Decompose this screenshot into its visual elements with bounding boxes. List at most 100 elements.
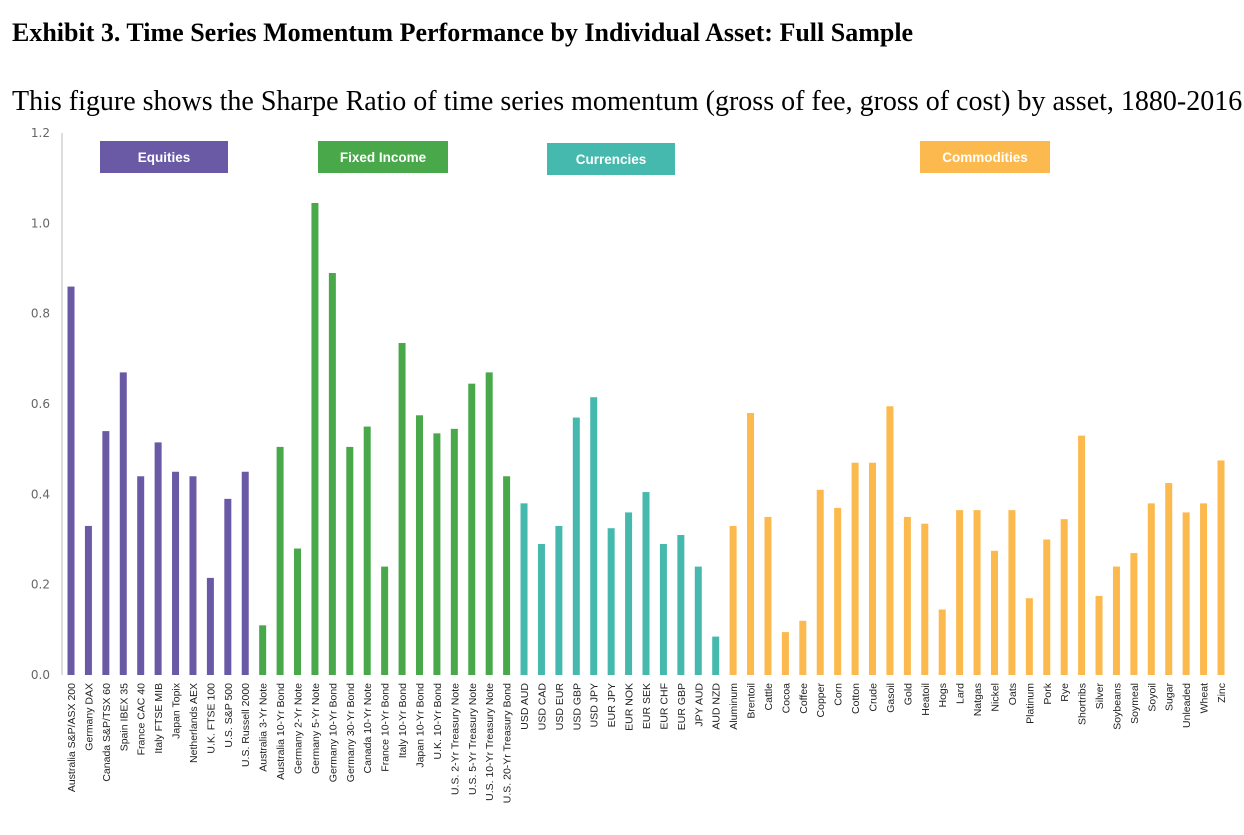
- bar: [102, 431, 110, 675]
- category-label: Germany 2-Yr Note: [293, 683, 305, 774]
- category-label: Soyoil: [1146, 683, 1158, 712]
- category-label: Hogs: [937, 683, 949, 708]
- category-label: U.K. FTSE 100: [205, 683, 217, 754]
- bar: [346, 446, 354, 675]
- category-label: Shortribs: [1077, 683, 1089, 725]
- category-label: Sugar: [1164, 683, 1176, 712]
- bar: [485, 372, 493, 675]
- bar: [137, 476, 145, 675]
- legend-item-equities: Equities: [100, 141, 228, 173]
- category-label: Crude: [868, 683, 880, 712]
- category-label: EUR JPY: [606, 683, 618, 727]
- category-label: EUR GBP: [676, 683, 688, 730]
- bar: [206, 577, 214, 675]
- page-subtitle: This figure shows the Sharpe Ratio of ti…: [12, 86, 1244, 117]
- bar: [973, 510, 981, 675]
- legend-swatch: [100, 141, 228, 173]
- category-label: U.S. 10-Yr Treasury Note: [484, 683, 496, 801]
- bar: [1130, 553, 1138, 675]
- legend-swatch: [318, 141, 448, 173]
- category-label: Australia 10-Yr Bond: [275, 683, 287, 780]
- y-tick-label: 0.6: [31, 397, 50, 411]
- bar: [415, 415, 423, 675]
- bar: [381, 566, 389, 675]
- category-label: Nickel: [989, 683, 1001, 712]
- category-label: Gold: [902, 683, 914, 705]
- category-label: USD CAD: [536, 683, 548, 731]
- bar: [990, 550, 998, 675]
- category-label: Japan 10-Yr Bond: [414, 683, 426, 768]
- bar: [747, 413, 755, 675]
- category-label: U.S. 2-Yr Treasury Note: [449, 683, 461, 795]
- bar: [189, 476, 197, 675]
- bar: [1060, 519, 1068, 675]
- category-label: Copper: [815, 683, 827, 718]
- legend-swatch: [547, 143, 675, 175]
- bar: [1217, 460, 1225, 675]
- bar: [224, 498, 232, 675]
- category-label: Soybeans: [1111, 683, 1123, 730]
- category-label: AUD NZD: [711, 683, 723, 730]
- category-label: USD EUR: [554, 683, 566, 731]
- category-label: Australia S&P/ASX 200: [66, 683, 78, 792]
- bar: [1200, 503, 1208, 675]
- category-label: Cocoa: [780, 683, 792, 714]
- bar: [294, 548, 302, 675]
- category-label: U.K. 10-Yr Bond: [432, 683, 444, 760]
- bar: [450, 428, 458, 675]
- bar: [259, 625, 267, 675]
- category-label: Platinum: [1024, 683, 1036, 724]
- page-title: Exhibit 3. Time Series Momentum Performa…: [12, 18, 914, 47]
- bar: [241, 471, 249, 675]
- bar: [503, 476, 511, 675]
- category-label: USD JPY: [589, 683, 601, 727]
- category-label: Japan Topix: [171, 682, 183, 739]
- bar: [956, 510, 964, 675]
- category-label: Natgas: [972, 683, 984, 716]
- legend-item-currencies: Currencies: [547, 143, 675, 175]
- category-label: Oats: [1007, 683, 1019, 705]
- category-label: Germany 30-Yr Bond: [345, 683, 357, 782]
- bar: [1025, 598, 1033, 675]
- category-label: Silver: [1094, 683, 1106, 710]
- bar: [729, 525, 737, 675]
- category-label: Corn: [833, 683, 845, 706]
- category-label: Rye: [1059, 683, 1071, 702]
- category-label: Brentoil: [746, 683, 758, 719]
- bar: [84, 525, 92, 675]
- bar: [799, 620, 807, 675]
- bar: [276, 446, 284, 675]
- bar: [1008, 510, 1016, 675]
- bar: [694, 566, 702, 675]
- category-label: Italy FTSE MIB: [153, 683, 165, 754]
- y-tick-label: 0.4: [31, 487, 50, 501]
- bar: [328, 273, 336, 675]
- bar: [311, 203, 319, 675]
- bar: [363, 426, 371, 675]
- bar: [468, 383, 476, 675]
- category-label: Netherlands AEX: [188, 683, 200, 763]
- category-label: Lard: [955, 683, 967, 704]
- category-label: France 10-Yr Bond: [380, 683, 392, 772]
- bar: [154, 442, 162, 675]
- bar: [572, 417, 580, 675]
- bar: [712, 636, 720, 675]
- y-tick-label: 0.0: [31, 668, 50, 682]
- category-label: U.S. 5-Yr Treasury Note: [467, 683, 479, 795]
- bar: [921, 523, 929, 675]
- y-tick-label: 0.8: [31, 307, 50, 321]
- legend-label: Commodities: [942, 150, 1028, 165]
- bar: [433, 433, 441, 675]
- bar: [1078, 435, 1086, 675]
- bar: [677, 534, 685, 675]
- category-label: EUR NOK: [624, 683, 636, 731]
- category-label: Pork: [1042, 682, 1054, 704]
- category-label: Gasoil: [885, 683, 897, 713]
- category-label: Aluminum: [728, 683, 740, 730]
- bar: [67, 286, 75, 675]
- bar: [781, 632, 789, 675]
- bar: [1095, 595, 1103, 675]
- bar: [903, 516, 911, 675]
- bar: [1147, 503, 1155, 675]
